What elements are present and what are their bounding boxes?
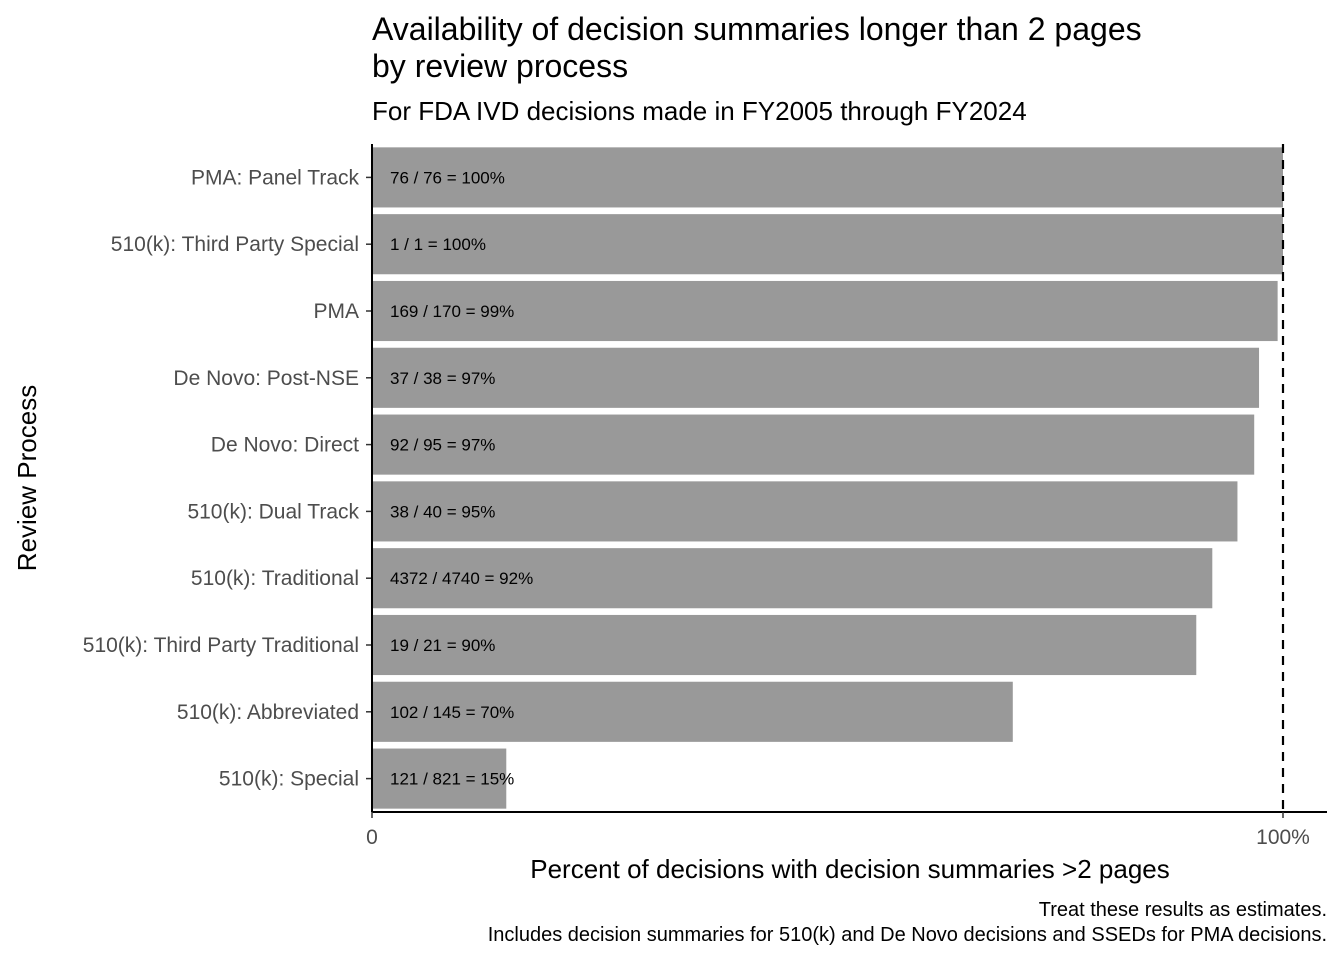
data-label: 19 / 21 = 90%: [390, 636, 495, 655]
y-axis: PMA: Panel Track 510(k): Third Party Spec…: [83, 144, 373, 812]
data-label: 37 / 38 = 97%: [390, 369, 495, 388]
y-tick-label: 510(k): Dual Track: [187, 500, 359, 523]
chart-title-line-2: by review process: [372, 48, 628, 84]
x-axis-title: Percent of decisions with decision summa…: [530, 854, 1170, 884]
chart-title-line-1: Availability of decision summaries longe…: [372, 11, 1142, 47]
x-axis: 0 100%: [366, 811, 1327, 849]
chart-subtitle: For FDA IVD decisions made in FY2005 thr…: [372, 96, 1027, 126]
caption-line-2: Includes decision summaries for 510(k) a…: [488, 924, 1327, 946]
y-tick-label: 510(k): Special: [219, 768, 359, 791]
data-label: 169 / 170 = 99%: [390, 302, 514, 321]
y-axis-title: Review Process: [12, 385, 42, 571]
x-tick-label: 100%: [1256, 826, 1310, 849]
bar: [372, 214, 1283, 275]
data-label: 121 / 821 = 15%: [390, 770, 514, 789]
y-tick-label: PMA: Panel Track: [191, 166, 360, 189]
y-tick-label: 510(k): Third Party Special: [111, 233, 359, 256]
bar: [372, 548, 1213, 609]
y-tick-label: 510(k): Traditional: [191, 567, 359, 590]
data-label: 1 / 1 = 100%: [390, 235, 486, 254]
bars-group: [372, 144, 1285, 812]
y-tick-label: PMA: [313, 300, 359, 323]
bar: [372, 347, 1260, 408]
data-labels-group: 76 / 76 = 100% 1 / 1 = 100% 169 / 170 = 99…: [390, 168, 533, 788]
bar: [372, 280, 1278, 342]
data-label: 76 / 76 = 100%: [390, 168, 505, 187]
caption-line-1: Treat these results as estimates.: [1039, 899, 1327, 921]
data-label: 102 / 145 = 70%: [390, 703, 514, 722]
y-tick-label: 510(k): Third Party Traditional: [83, 634, 359, 657]
data-label: 4372 / 4740 = 92%: [390, 569, 533, 588]
bar: [372, 414, 1255, 475]
bar: [372, 147, 1283, 208]
y-tick-label: De Novo: Post-NSE: [173, 367, 359, 390]
y-tick-label: 510(k): Abbreviated: [177, 701, 359, 724]
bar: [372, 481, 1238, 542]
data-label: 38 / 40 = 95%: [390, 502, 495, 521]
x-tick-label: 0: [366, 826, 378, 849]
bar: [372, 681, 1013, 742]
data-label: 92 / 95 = 97%: [390, 436, 495, 455]
bar: [372, 748, 507, 809]
bar: [372, 614, 1197, 676]
y-tick-label: De Novo: Direct: [211, 434, 359, 457]
